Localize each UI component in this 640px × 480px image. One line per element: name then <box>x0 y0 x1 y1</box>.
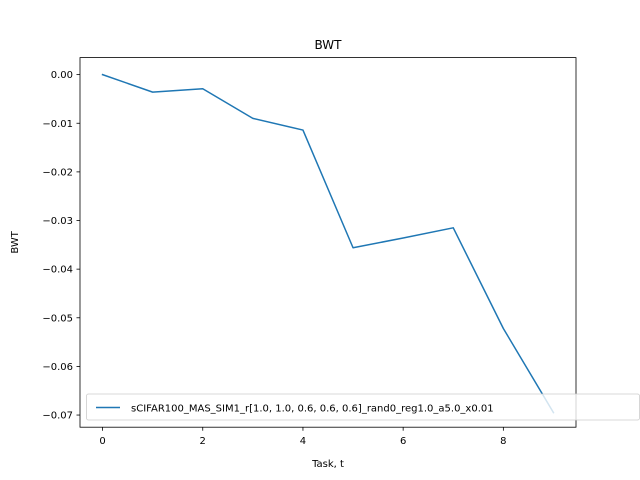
y-tick-label: −0.01 <box>42 119 73 130</box>
y-tick-label: −0.05 <box>42 313 73 324</box>
x-axis-label: Task, t <box>311 459 344 470</box>
y-tick-label: −0.04 <box>42 265 73 276</box>
legend-entry-label: sCIFAR100_MAS_SIM1_r[1.0, 1.0, 0.6, 0.6,… <box>131 404 494 415</box>
y-tick-label: −0.03 <box>42 216 73 227</box>
x-axis-ticks: 0 2 4 6 8 <box>99 427 507 447</box>
x-tick-label: 6 <box>400 436 406 447</box>
series-layer <box>101 73 555 414</box>
y-axis-label: BWT <box>10 230 21 253</box>
legend: sCIFAR100_MAS_SIM1_r[1.0, 1.0, 0.6, 0.6,… <box>86 393 640 421</box>
x-tick-label: 4 <box>300 436 306 447</box>
x-tick-label: 0 <box>99 436 105 447</box>
chart-title: BWT <box>315 38 343 52</box>
y-tick-label: −0.07 <box>42 411 73 422</box>
x-tick-label: 2 <box>200 436 206 447</box>
y-axis-ticks: 0.00 −0.01 −0.02 −0.03 −0.04 −0.05 −0.06 −0.07 <box>42 70 80 422</box>
plot-frame <box>79 57 577 428</box>
series-line <box>101 73 555 414</box>
y-tick-label: −0.06 <box>42 362 73 373</box>
x-tick-label: 8 <box>500 436 506 447</box>
y-tick-label: −0.02 <box>42 167 73 178</box>
y-tick-label: 0.00 <box>51 70 73 81</box>
